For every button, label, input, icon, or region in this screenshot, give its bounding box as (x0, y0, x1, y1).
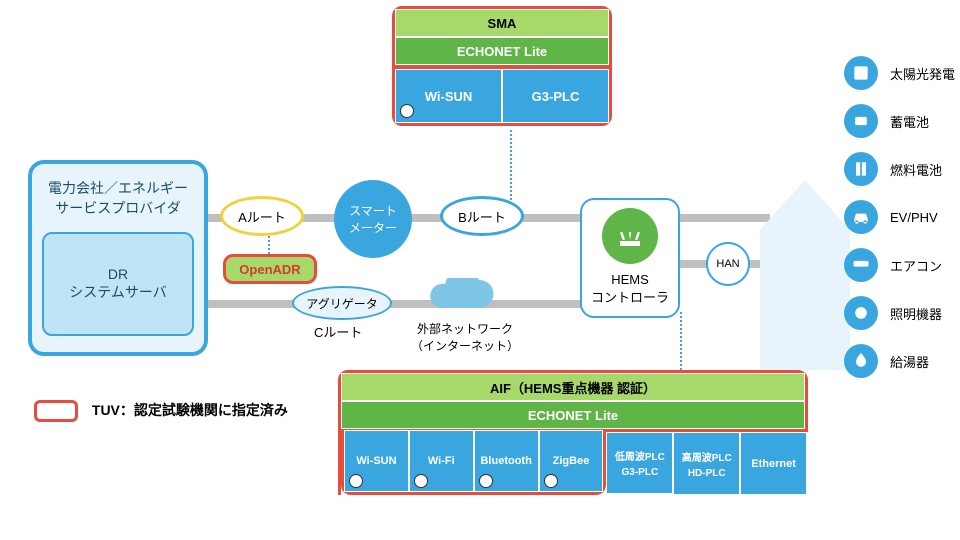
battery-icon (844, 104, 878, 138)
cert-badge-icon: ㊜ (414, 474, 428, 488)
top-sma: SMA (395, 9, 609, 37)
smart-meter: スマート メーター (334, 180, 412, 258)
han-node: HAN (706, 242, 750, 286)
solar-icon (844, 56, 878, 90)
route-a: Aルート (220, 196, 304, 236)
route-b: Bルート (440, 196, 524, 236)
device-list: 太陽光発電 蓄電池 燃料電池 EV/PHV エアコン 照明機器 給湯器 (844, 56, 955, 392)
aggregator: アグリゲータ (292, 286, 392, 320)
bot-wifi: Wi-Fi㊜ (409, 430, 474, 492)
conn-bottom (200, 300, 610, 308)
bot-eth: Ethernet (740, 432, 807, 495)
device-ev: EV/PHV (844, 200, 955, 234)
dot-top-to-b (510, 130, 512, 200)
provider-title1: 電力会社／エネルギー (42, 178, 194, 198)
dr-server: DR システムサーバ (42, 232, 194, 336)
ac-icon (844, 248, 878, 282)
device-battery: 蓄電池 (844, 104, 955, 138)
bottom-stack: AIF（HEMS重点機器 認証） ECHONET Lite Wi-SUN㊜ Wi… (338, 370, 808, 495)
device-heater: 給湯器 (844, 344, 955, 378)
legend-swatch (34, 400, 78, 422)
top-stack: SMA ECHONET Lite Wi-SUN ㊜ G3-PLC (392, 6, 612, 126)
bot-plc1: 低周波PLCG3-PLC (606, 432, 673, 494)
ev-icon (844, 200, 878, 234)
device-ac: エアコン (844, 248, 955, 282)
bot-plc2: 高周波PLCHD-PLC (673, 432, 740, 495)
heater-icon (844, 344, 878, 378)
top-wisun: Wi-SUN ㊜ (395, 69, 502, 123)
provider-box: 電力会社／エネルギー サービスプロバイダ DR システムサーバ (28, 160, 208, 356)
legend: TUV：認定試験機関に指定済み (34, 400, 288, 422)
hems-box: HEMS コントローラ (580, 198, 680, 318)
bot-echonet: ECHONET Lite (341, 401, 805, 429)
dot-han-to-bottom (680, 312, 682, 370)
provider-title2: サービスプロバイダ (42, 198, 194, 218)
bot-aif: AIF（HEMS重点機器 認証） (341, 373, 805, 401)
top-echonet: ECHONET Lite (395, 37, 609, 65)
bot-zigbee: ZigBee㊜ (539, 430, 604, 492)
device-light: 照明機器 (844, 296, 955, 330)
bot-wisun: Wi-SUN㊜ (344, 430, 409, 492)
light-icon (844, 296, 878, 330)
device-solar: 太陽光発電 (844, 56, 955, 90)
top-g3plc: G3-PLC (502, 69, 609, 123)
cert-badge-icon: ㊜ (544, 474, 558, 488)
cert-badge-icon: ㊜ (400, 104, 414, 118)
bot-bt: Bluetooth㊜ (474, 430, 539, 492)
cert-badge-icon: ㊜ (349, 474, 363, 488)
house-icon (760, 170, 850, 375)
device-fuelcell: 燃料電池 (844, 152, 955, 186)
cert-badge-icon: ㊜ (479, 474, 493, 488)
fuelcell-icon (844, 152, 878, 186)
openadr-box: OpenADR (223, 254, 317, 284)
router-icon (602, 208, 658, 264)
route-c-label: Cルート (314, 322, 362, 341)
cloud-icon (420, 278, 500, 325)
extnet-label: 外部ネットワーク （インターネット） (400, 320, 530, 354)
